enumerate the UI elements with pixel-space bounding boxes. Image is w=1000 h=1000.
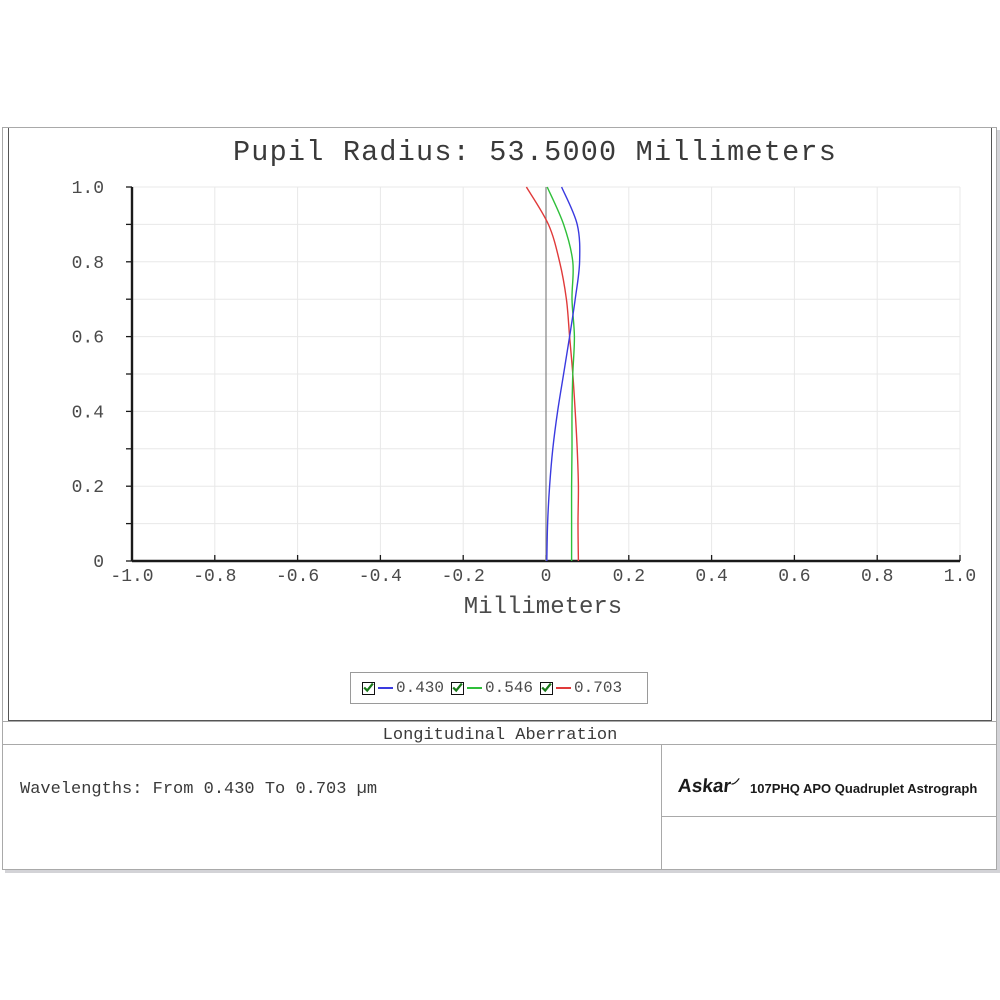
- svg-text:-1.0: -1.0: [110, 567, 153, 587]
- svg-text:0.6: 0.6: [72, 329, 104, 349]
- svg-text:0.8: 0.8: [72, 254, 104, 274]
- svg-text:0.6: 0.6: [778, 567, 810, 587]
- svg-text:1.0: 1.0: [72, 179, 104, 199]
- svg-text:0.2: 0.2: [72, 478, 104, 498]
- svg-text:-0.2: -0.2: [442, 567, 485, 587]
- svg-text:0.4: 0.4: [695, 567, 727, 587]
- svg-text:1.0: 1.0: [944, 567, 976, 587]
- svg-text:-0.6: -0.6: [276, 567, 319, 587]
- svg-text:0.2: 0.2: [613, 567, 645, 587]
- svg-text:0: 0: [541, 567, 552, 587]
- svg-text:0: 0: [93, 553, 104, 573]
- svg-text:0.8: 0.8: [861, 567, 893, 587]
- svg-text:-0.4: -0.4: [359, 567, 402, 587]
- svg-text:-0.8: -0.8: [193, 567, 236, 587]
- svg-text:0.4: 0.4: [72, 403, 104, 423]
